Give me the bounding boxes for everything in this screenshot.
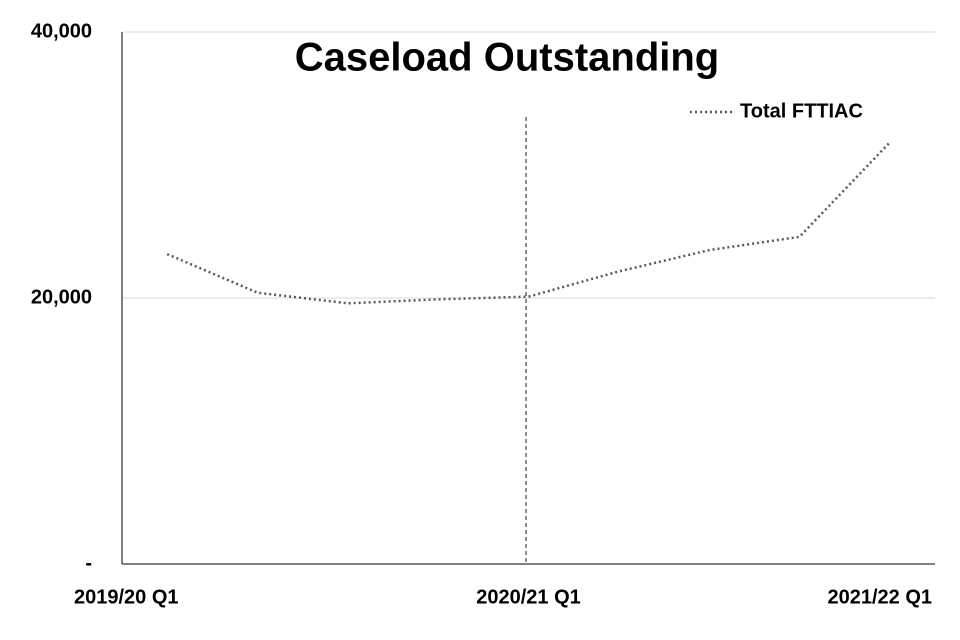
y-tick-label: 20,000	[31, 286, 92, 308]
x-tick-label: 2021/22 Q1	[827, 586, 932, 608]
y-tick-label: -	[85, 552, 92, 574]
x-tick-label: 2020/21 Q1	[476, 586, 581, 608]
chart-title: Caseload Outstanding	[295, 36, 720, 80]
x-tick-label: 2019/20 Q1	[74, 586, 179, 608]
legend-label: Total FTTIAC	[740, 100, 863, 122]
y-tick-label: 40,000	[31, 20, 92, 42]
